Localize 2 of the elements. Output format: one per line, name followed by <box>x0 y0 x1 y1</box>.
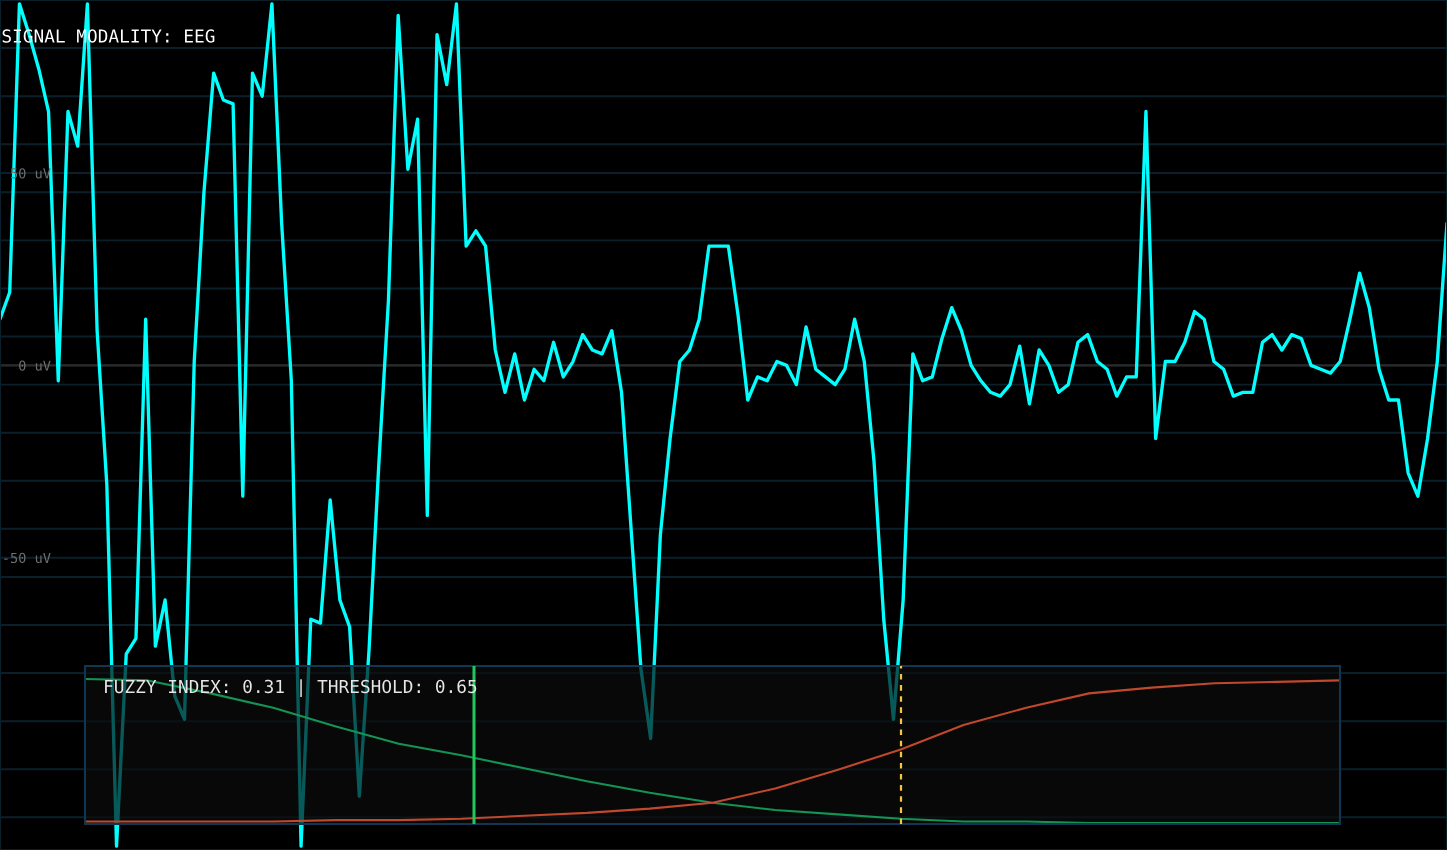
y-tick-label: 0 uV <box>19 360 51 371</box>
y-tick-label: -50 uV <box>4 552 51 564</box>
